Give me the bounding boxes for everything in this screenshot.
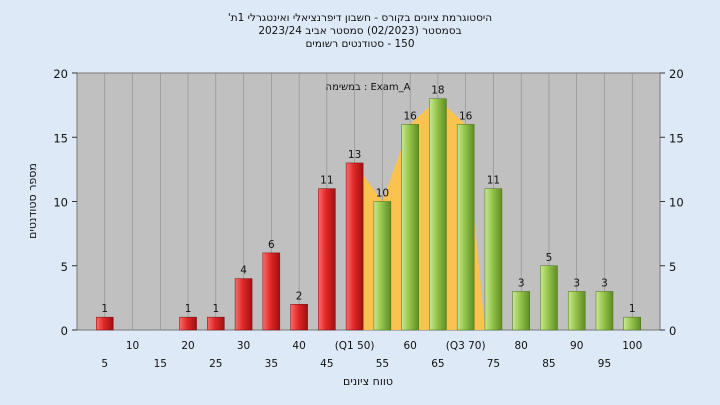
x-tick-label: 15: [154, 358, 167, 370]
y-tick-label: 10: [53, 196, 68, 210]
bar-value-label: 18: [431, 85, 444, 97]
x-tick-label: (Q3 70): [446, 340, 486, 352]
bar-value-label: 10: [376, 188, 389, 200]
bar-95: [595, 291, 614, 331]
bar-45: [318, 188, 336, 331]
bar-value-label: 5: [546, 252, 553, 264]
y-tick-label: 0: [61, 324, 68, 338]
bar-value-label: 3: [573, 277, 580, 289]
x-tick-label: 100: [622, 340, 642, 352]
x-tick-label: 40: [292, 340, 305, 352]
x-tick-label: 80: [515, 340, 528, 352]
bar-50: [345, 162, 364, 331]
bar-value-label: 3: [601, 277, 608, 289]
bar-30: [234, 278, 253, 331]
x-axis-ticks-row-1: 10 20 30 40 (Q1 50) 60 (Q3 70) 80 90 100: [126, 340, 642, 352]
chart-title-line-1: היסטוגרמת ציונים בקורס - חשבון דיפרנציאל…: [228, 12, 492, 24]
y-axis-left-ticks: 0 5 10 15 20: [53, 67, 77, 338]
y-tick-label: 0: [669, 324, 676, 338]
y-tick-label: 5: [669, 260, 676, 274]
y-tick-label: 5: [61, 260, 68, 274]
x-tick-label: (Q1 50): [335, 340, 375, 352]
bar-value-label: 16: [459, 110, 473, 122]
bar-value-label: 1: [185, 303, 192, 315]
x-tick-label: 85: [542, 358, 555, 370]
bar-value-label: 1: [212, 303, 219, 315]
bar-85: [540, 265, 558, 331]
x-tick-label: 10: [126, 340, 139, 352]
bar-55: [373, 201, 392, 331]
bar-100: [623, 316, 641, 331]
bar-value-label: 3: [518, 277, 525, 289]
bar-value-label: 11: [320, 175, 333, 187]
y-tick-label: 15: [669, 131, 684, 145]
x-tick-label: 5: [101, 358, 108, 370]
bar-value-label: 2: [296, 290, 303, 302]
x-tick-label: 35: [265, 358, 278, 370]
bar-value-label: 16: [403, 110, 417, 122]
x-axis-ticks-row-2: 5 15 25 35 45 55 65 75 85 95: [101, 358, 611, 370]
x-tick-label: 90: [570, 340, 583, 352]
x-tick-label: 55: [376, 358, 389, 370]
y-tick-label: 20: [669, 67, 684, 81]
y-tick-label: 10: [669, 196, 684, 210]
x-tick-label: 65: [431, 358, 444, 370]
bars: [96, 98, 641, 331]
bar-75: [484, 188, 503, 331]
legend-label: במשימה : Exam_A: [326, 82, 411, 93]
bar-value-label: 1: [101, 303, 108, 315]
x-axis-title: טווח ציונים: [343, 375, 393, 388]
bar-5: [96, 316, 114, 331]
x-tick-label: 75: [487, 358, 500, 370]
x-tick-label: 60: [403, 340, 416, 352]
chart-title-line-2: בסמסטר (02/2023) סמסטר אביב 2023/24: [258, 25, 461, 37]
bar-value-label: 13: [348, 149, 361, 161]
bar-40: [290, 304, 308, 331]
y-axis-right-ticks: 0 5 10 15 20: [660, 67, 684, 338]
bar-25: [207, 316, 225, 331]
bar-65: [429, 98, 447, 331]
x-tick-label: 30: [237, 340, 250, 352]
bar-70: [456, 124, 475, 331]
x-tick-label: 95: [598, 358, 611, 370]
y-tick-label: 20: [53, 67, 68, 81]
bar-35: [262, 252, 281, 331]
y-tick-label: 15: [53, 131, 68, 145]
bar-80: [512, 291, 530, 331]
x-tick-label: 25: [209, 358, 222, 370]
chart-title-line-3: 150 - סטודנטים רשומים: [305, 38, 414, 50]
x-tick-label: 20: [181, 340, 194, 352]
bar-60: [401, 124, 419, 331]
bar-90: [567, 291, 586, 331]
bar-20: [179, 316, 197, 331]
bar-value-label: 6: [268, 239, 275, 251]
y-axis-title: מספר סטודנטים: [26, 163, 39, 239]
bar-value-label: 4: [240, 265, 247, 277]
x-tick-label: 45: [320, 358, 333, 370]
bar-value-label: 1: [629, 303, 636, 315]
bar-value-label: 11: [487, 175, 500, 187]
